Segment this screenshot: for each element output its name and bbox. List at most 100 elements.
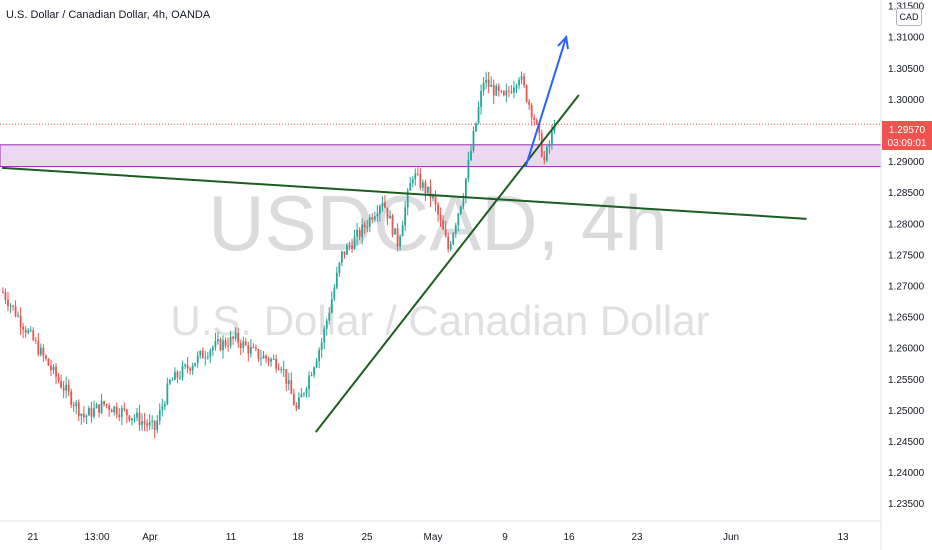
candle [292, 388, 295, 406]
candle [242, 336, 245, 353]
currency-badge[interactable]: CAD [896, 8, 922, 26]
candle-body [457, 213, 460, 226]
candle-body [32, 330, 35, 341]
candle-body [156, 420, 159, 430]
candle-body [447, 236, 450, 250]
candle-body [394, 228, 396, 235]
candle-body [37, 341, 40, 355]
candle-body [421, 182, 424, 188]
candle-body [17, 315, 19, 317]
candle [343, 251, 346, 259]
candle [123, 402, 126, 412]
candle [533, 114, 536, 126]
candle-body [404, 207, 407, 226]
price-tick-label: 1.27500 [888, 250, 925, 261]
candle-body [480, 90, 482, 107]
candle-body [196, 355, 199, 363]
candle [262, 350, 265, 359]
candle-body [128, 415, 131, 421]
candle [404, 201, 407, 232]
candle [282, 360, 285, 377]
candle-body [39, 347, 42, 355]
candle [90, 401, 93, 423]
resistance-zone[interactable] [0, 144, 882, 168]
candle-body [161, 406, 164, 411]
candle-body [93, 408, 95, 417]
time-tick-label: 23 [631, 532, 643, 543]
candle [530, 102, 533, 126]
price-tick-label: 1.31500 [888, 2, 925, 13]
candle [437, 201, 439, 222]
candle [214, 332, 217, 351]
candle [171, 377, 174, 381]
candle [429, 179, 432, 207]
candle [500, 89, 503, 94]
time-axis[interactable]: 21 13:00 Apr 11 18 25 May 9 16 23 Jun 13 [27, 532, 849, 543]
candle [153, 420, 156, 439]
candle [184, 363, 186, 369]
candle [62, 380, 65, 399]
candle-body [535, 120, 538, 124]
candle-body [80, 413, 83, 417]
candle [247, 341, 250, 362]
candle [37, 332, 40, 357]
candle-body [406, 190, 409, 208]
candle [234, 327, 237, 342]
price-tick-label: 1.24500 [888, 437, 925, 448]
candle-body [528, 101, 531, 105]
candle [381, 196, 384, 212]
candle [14, 300, 17, 318]
candle-body [366, 226, 369, 228]
price-tick-label: 1.27000 [888, 281, 925, 292]
candle-body [530, 104, 533, 118]
candle [452, 232, 455, 246]
price-axis[interactable]: 1.315001.310001.305001.300001.295001.290… [888, 2, 925, 511]
candle-body [179, 377, 181, 379]
candle-body [335, 272, 338, 288]
price-tick-label: 1.28500 [888, 188, 925, 199]
candle [156, 414, 159, 434]
candle [416, 165, 419, 176]
candle-body [396, 228, 399, 247]
candle [191, 362, 194, 376]
candle [52, 364, 55, 375]
candle-body [373, 216, 376, 221]
candle [85, 414, 88, 425]
long-trendline[interactable] [1, 166, 807, 220]
candle-body [244, 341, 247, 346]
candle-body [287, 380, 290, 384]
candle [462, 193, 465, 210]
candle-body [201, 350, 204, 359]
candle [168, 378, 171, 386]
candlestick-series [2, 71, 556, 439]
candle-body [52, 366, 55, 371]
candle [55, 363, 57, 385]
candle-body [272, 358, 275, 360]
candle [237, 327, 240, 348]
candle-body [277, 368, 280, 370]
candle-body [184, 364, 186, 366]
candle-body [120, 408, 123, 418]
candle-body [361, 224, 364, 237]
candle-body [206, 356, 209, 358]
candle-body [320, 342, 323, 351]
candle [366, 219, 369, 233]
candle-body [110, 409, 113, 413]
candle [371, 213, 374, 224]
candle-body [282, 369, 285, 371]
candle-body [275, 358, 278, 369]
candle [449, 241, 452, 252]
candle [275, 354, 278, 373]
candle-body [500, 90, 503, 92]
candle-body [42, 347, 45, 356]
candle-body [143, 421, 146, 424]
price-tick-label: 1.28000 [888, 219, 925, 230]
support-trendline[interactable] [314, 94, 580, 433]
candle-body [267, 358, 270, 362]
projection-arrow[interactable] [524, 35, 569, 167]
candle-body [100, 401, 103, 413]
candle-body [211, 347, 214, 351]
candle-body [163, 404, 166, 407]
candle [495, 83, 498, 97]
